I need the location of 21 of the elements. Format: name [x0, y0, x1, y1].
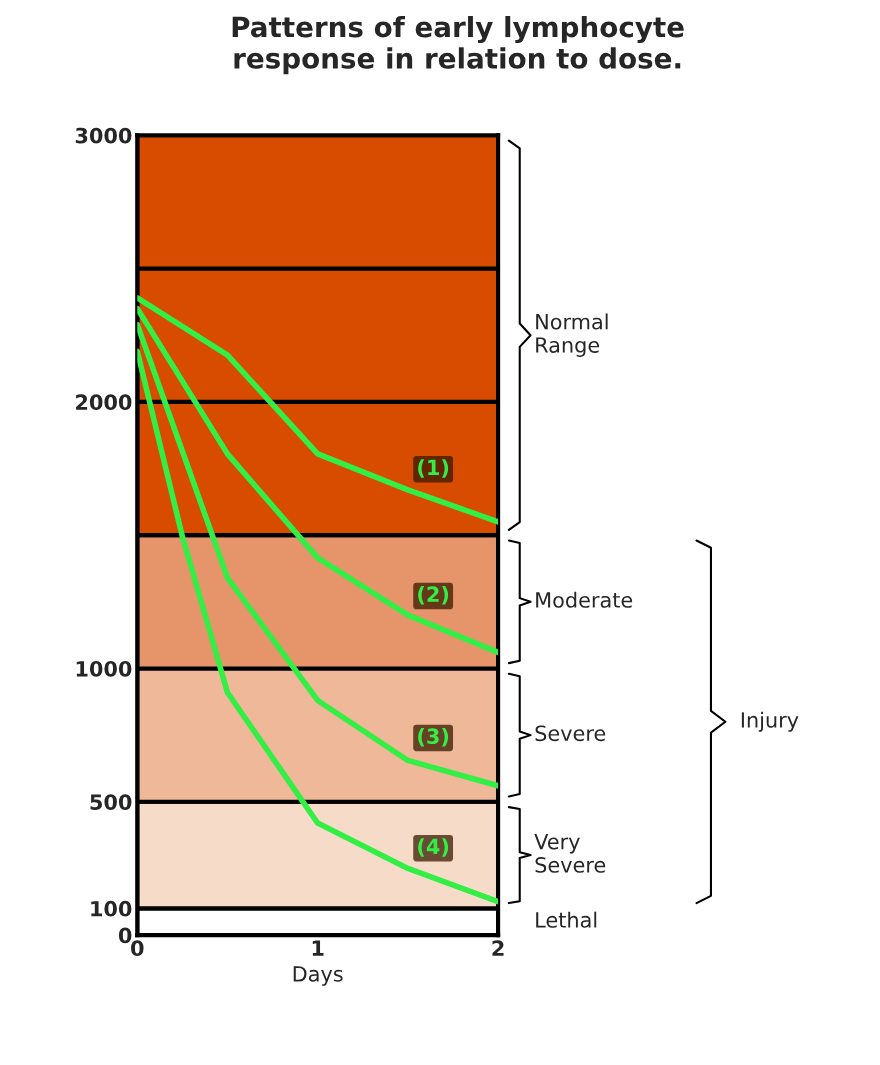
y-tick-label: 0 [118, 927, 132, 944]
band-label: Very Severe [534, 833, 606, 873]
band-label: Normal Range [536, 313, 608, 357]
series-label: (1) [418, 459, 449, 478]
y-tick-label: 3000 [75, 127, 132, 144]
series-label: (3) [418, 727, 449, 747]
series-label: (2) [418, 586, 449, 605]
band-label: Severe [535, 725, 606, 742]
y-tick-label: 500 [90, 794, 132, 810]
x-tick-label: 1 [312, 940, 324, 956]
band-label: Lethal [536, 911, 597, 928]
y-tick-label: 2000 [76, 394, 132, 411]
chart-title: Patterns of early lymphocyte response in relation to dose. [232, 15, 684, 75]
x-axis-title: Days [293, 966, 343, 986]
x-tick-label: 0 [131, 940, 144, 957]
y-tick-label: 100 [91, 900, 132, 917]
band-label: Moderate [536, 591, 633, 608]
y-tick-label: 1000 [76, 660, 132, 677]
x-tick-label: 2 [492, 940, 504, 956]
series-label: (4) [418, 838, 449, 857]
text: Injury [741, 711, 799, 732]
